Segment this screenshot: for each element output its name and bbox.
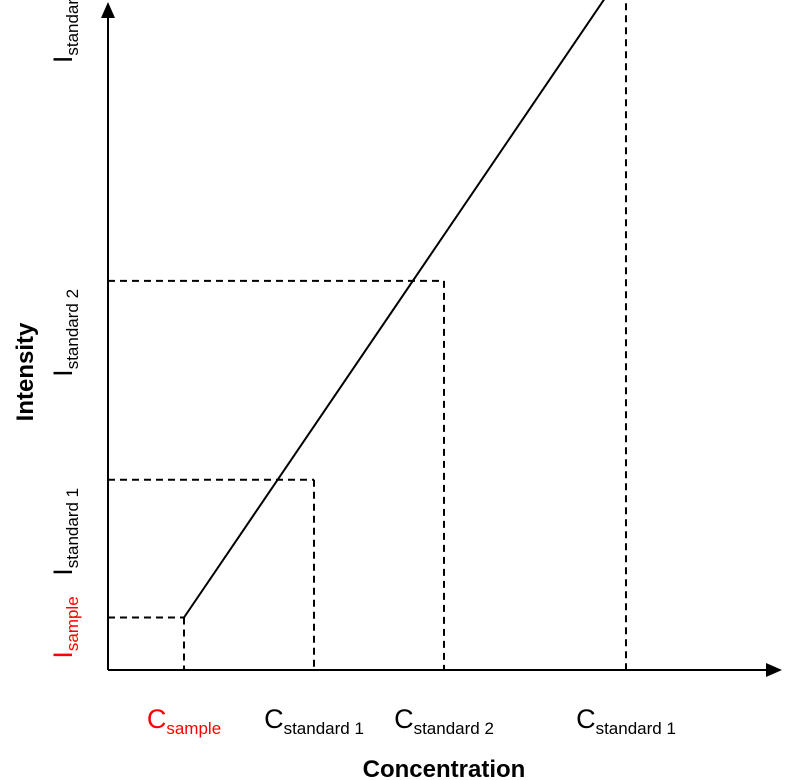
- x-label-standard-3: Cstandard 1: [576, 704, 676, 738]
- x-axis-arrowhead: [766, 663, 782, 677]
- dashed-guide-lines: [108, 0, 627, 670]
- x-label-sample: Csample: [147, 704, 221, 738]
- x-label-standard-2: Cstandard 2: [394, 704, 494, 738]
- x-axis-title: Concentration: [363, 756, 526, 780]
- y-label-sample: Isample: [48, 596, 82, 658]
- y-axis-arrowhead: [101, 2, 115, 18]
- y-tick-labels: Isample Istandard 1 Istandard 2 Istandard 3: [48, 0, 82, 659]
- calibration-line: [183, 0, 605, 619]
- x-label-standard-1: Cstandard 1: [264, 704, 364, 738]
- y-label-standard-1: Istandard 1: [48, 488, 82, 576]
- x-tick-labels: Csample Cstandard 1 Cstandard 2 Cstandard 1: [147, 704, 676, 738]
- axes: [101, 2, 782, 677]
- y-label-standard-2: Istandard 2: [48, 289, 82, 377]
- y-axis-title: Intensity: [12, 322, 39, 421]
- y-label-standard-3: Istandard 3: [48, 0, 82, 63]
